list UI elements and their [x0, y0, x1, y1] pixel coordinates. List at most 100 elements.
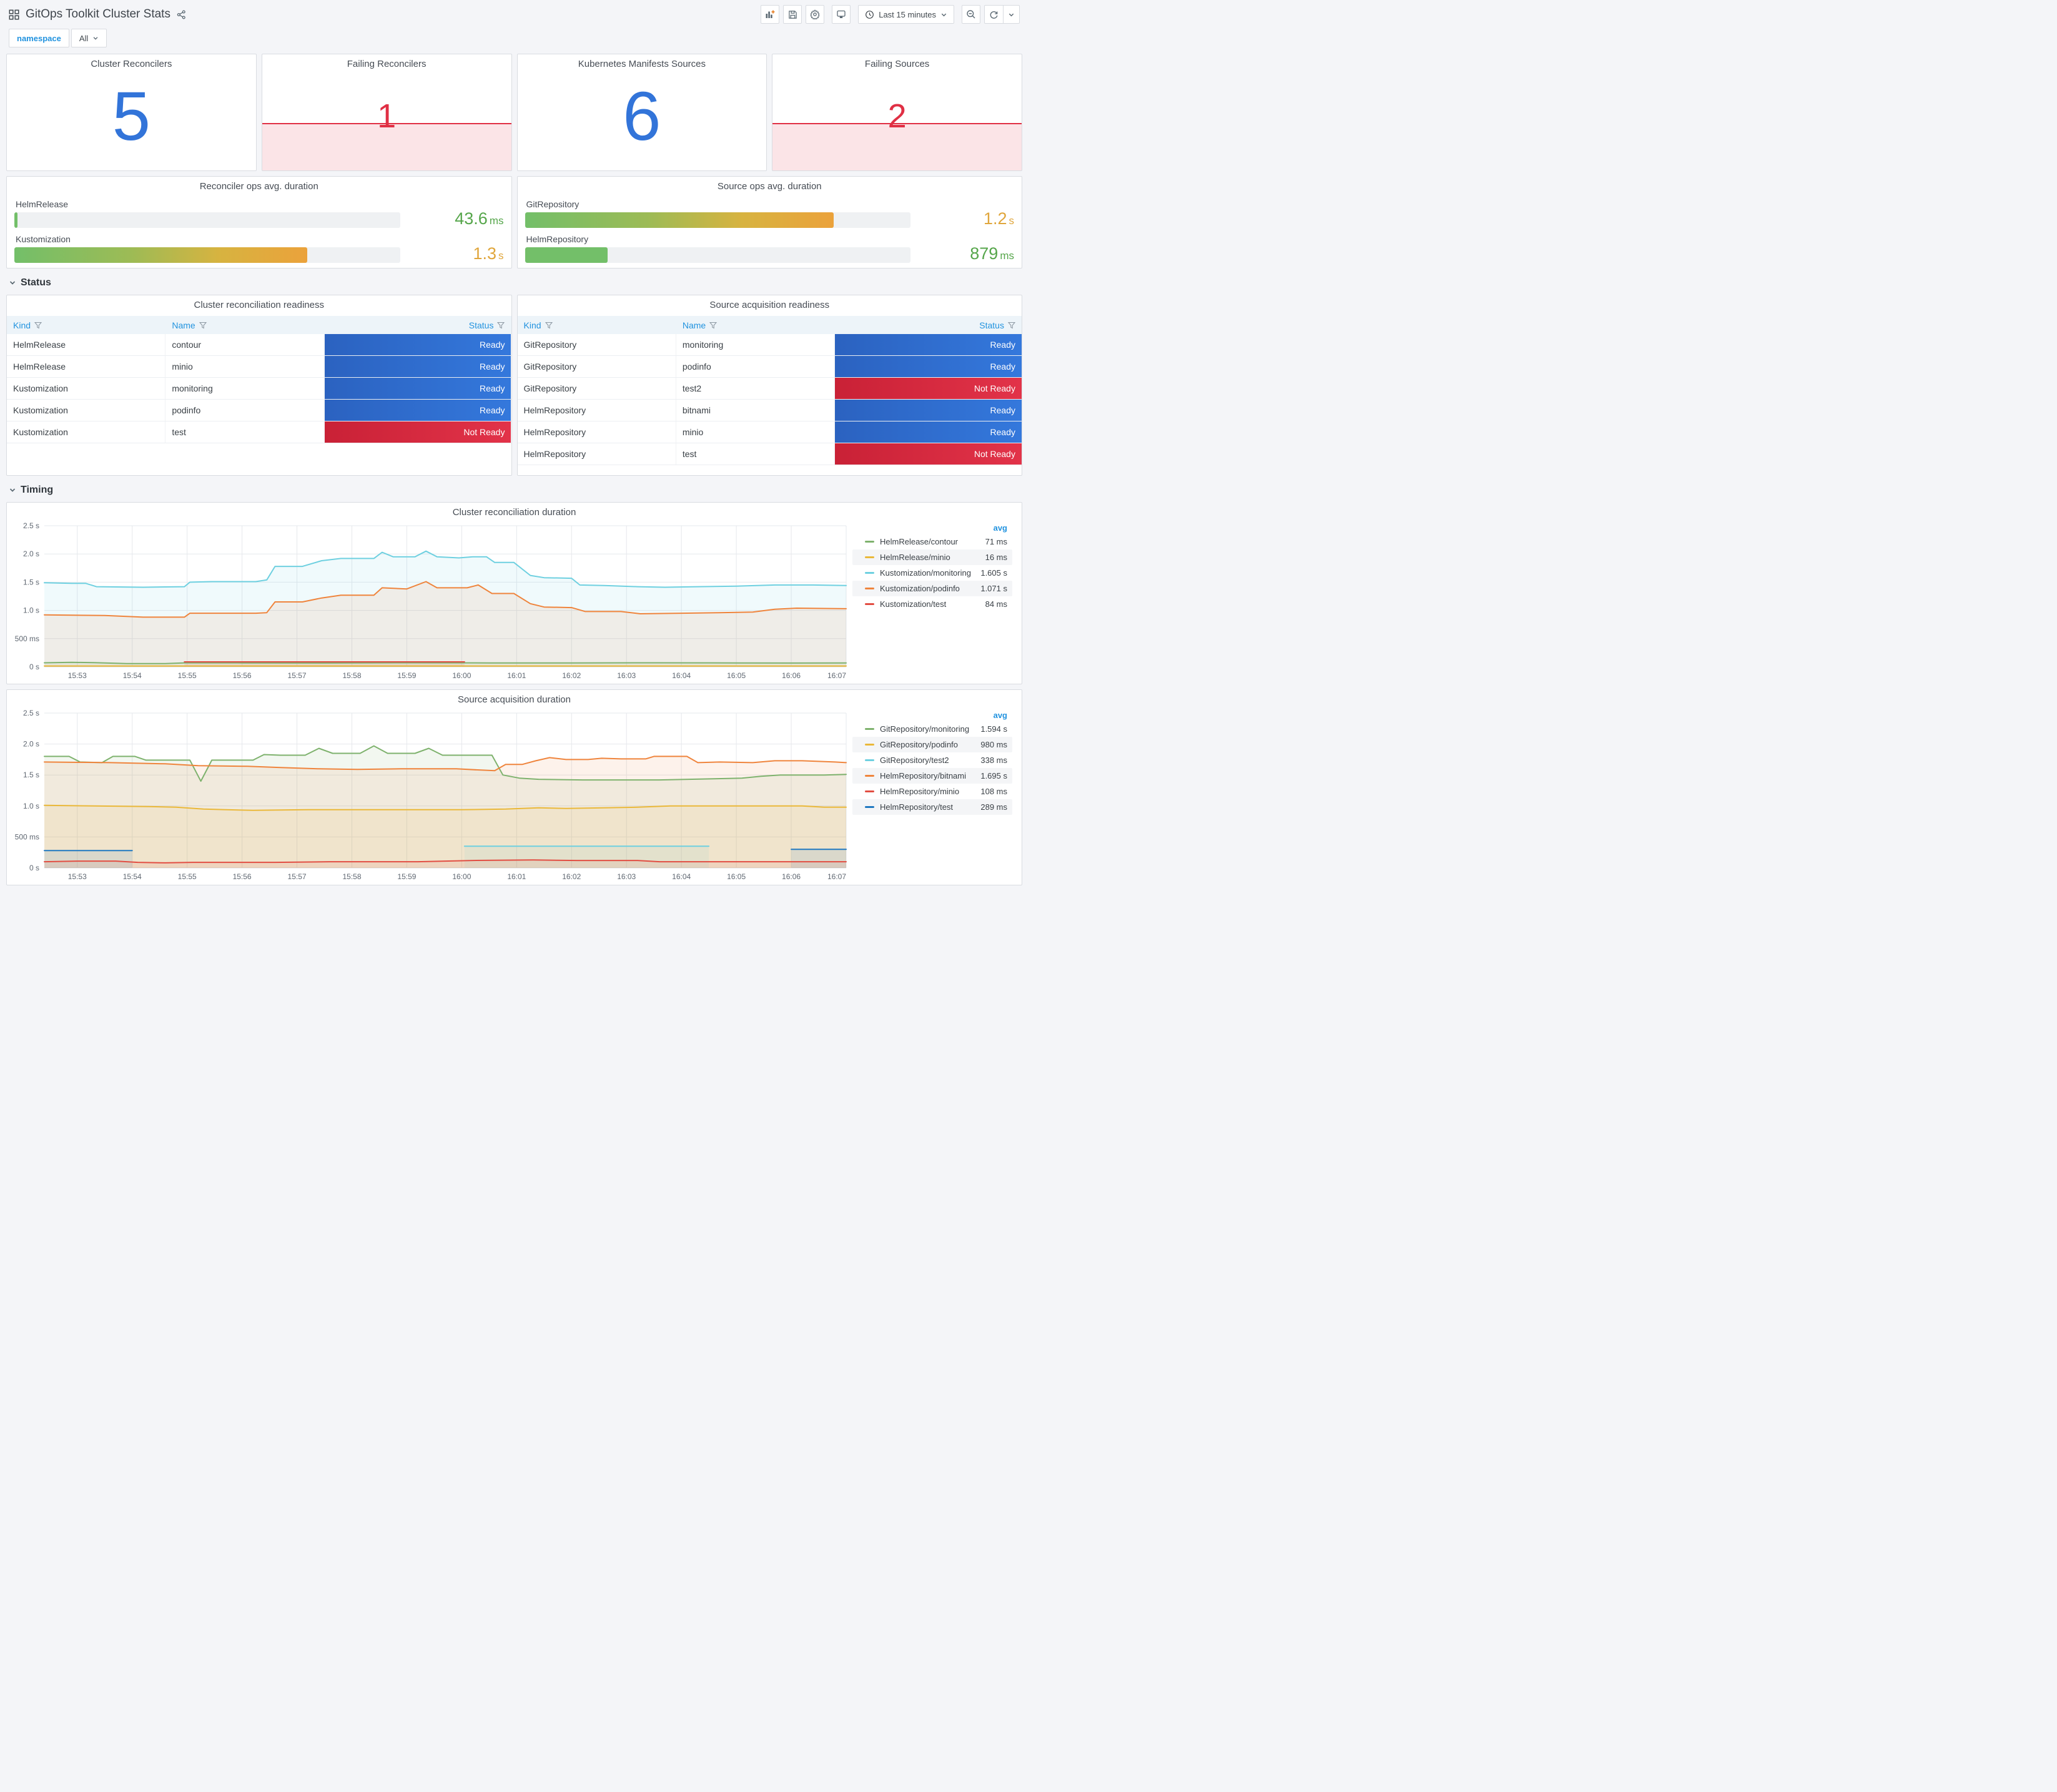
- legend-item-helmrelease-minio[interactable]: HelmRelease/minio 16 ms: [852, 549, 1012, 565]
- legend-avg-header[interactable]: avg: [993, 711, 1007, 720]
- save-dashboard-button[interactable]: [783, 5, 802, 24]
- svg-text:16:06: 16:06: [782, 671, 801, 680]
- svg-text:2.0 s: 2.0 s: [23, 740, 39, 749]
- share-icon[interactable]: [177, 9, 186, 19]
- add-panel-button[interactable]: [761, 5, 780, 24]
- variable-namespace-value-dropdown[interactable]: All: [71, 29, 107, 47]
- svg-text:16:02: 16:02: [562, 671, 581, 680]
- table-row: HelmRepository minio Ready: [517, 421, 1022, 443]
- clock-icon: [866, 10, 874, 19]
- svg-text:1.5 s: 1.5 s: [23, 578, 39, 586]
- gauge-value: 879 ms: [920, 245, 1014, 263]
- dashboard-grid-icon[interactable]: [9, 9, 19, 20]
- cell-name: test2: [676, 378, 836, 399]
- cycle-view-mode-button[interactable]: [832, 5, 851, 24]
- table-row: HelmRelease contour Ready: [7, 334, 511, 356]
- svg-text:16:04: 16:04: [672, 671, 691, 680]
- legend-item-gitrepository-test2[interactable]: GitRepository/test2 338 ms: [852, 752, 1012, 768]
- panel-title[interactable]: Source ops avg. duration: [717, 181, 822, 192]
- series-name: HelmRepository/bitnami: [880, 771, 966, 780]
- legend-item-gitrepository-monitoring[interactable]: GitRepository/monitoring 1.594 s: [852, 721, 1012, 737]
- status-badge: Not Ready: [835, 443, 1022, 465]
- status-badge: Ready: [835, 400, 1022, 421]
- series-name: GitRepository/podinfo: [880, 740, 959, 749]
- svg-text:1.5 s: 1.5 s: [23, 770, 39, 779]
- panel-cluster-reconciliation-duration: Cluster reconciliation duration 0 s 500 m…: [6, 502, 1022, 684]
- variable-namespace-label[interactable]: namespace: [9, 29, 69, 47]
- refresh-interval-dropdown[interactable]: [1003, 6, 1019, 23]
- section-row-status[interactable]: Status: [6, 273, 1022, 295]
- cell-kind: HelmRelease: [7, 356, 166, 377]
- series-color-dash: [865, 806, 874, 808]
- gauge-label-kustomization: Kustomization: [16, 234, 71, 244]
- legend-item-kustomization-monitoring[interactable]: Kustomization/monitoring 1.605 s: [852, 565, 1012, 581]
- series-color-dash: [865, 728, 874, 730]
- svg-text:15:53: 15:53: [68, 671, 87, 680]
- svg-text:16:05: 16:05: [727, 671, 746, 680]
- legend-item-gitrepository-podinfo[interactable]: GitRepository/podinfo 980 ms: [852, 737, 1012, 752]
- gauge-track: [14, 212, 400, 228]
- svg-text:2.5 s: 2.5 s: [23, 709, 39, 717]
- legend-item-kustomization-test[interactable]: Kustomization/test 84 ms: [852, 596, 1012, 612]
- panel-title[interactable]: Reconciler ops avg. duration: [199, 181, 318, 192]
- svg-text:500 ms: 500 ms: [15, 634, 39, 643]
- filter-funnel-icon[interactable]: [34, 322, 42, 329]
- dashboard-settings-button[interactable]: [806, 5, 825, 24]
- dashboard-title: GitOps Toolkit Cluster Stats: [26, 7, 170, 21]
- gauge-value-number: 43.6: [455, 209, 488, 228]
- panel-title[interactable]: Cluster reconciliation readiness: [194, 300, 324, 310]
- time-range-picker[interactable]: Last 15 minutes: [858, 5, 954, 24]
- refresh-button[interactable]: [985, 6, 1003, 23]
- svg-text:15:54: 15:54: [123, 671, 142, 680]
- panel-title[interactable]: Cluster Reconcilers: [91, 59, 172, 69]
- panel-title[interactable]: Source acquisition readiness: [709, 300, 830, 310]
- series-name: HelmRepository/test: [880, 802, 954, 812]
- status-badge: Ready: [324, 334, 511, 355]
- column-header-name[interactable]: Name: [676, 320, 835, 330]
- filter-funnel-icon[interactable]: [1007, 322, 1015, 329]
- panel-title[interactable]: Failing Sources: [864, 59, 930, 69]
- legend-item-helmrepository-minio[interactable]: HelmRepository/minio 108 ms: [852, 784, 1012, 799]
- filter-funnel-icon[interactable]: [199, 322, 207, 329]
- time-series-plot[interactable]: 0 s 500 ms 1.0 s 1.5 s 2.0 s 2.5 s 15:53 15:54 1…: [9, 521, 852, 682]
- threshold-line: [772, 122, 1022, 124]
- filter-funnel-icon[interactable]: [497, 322, 505, 329]
- svg-text:15:57: 15:57: [288, 872, 307, 881]
- svg-text:15:58: 15:58: [342, 671, 361, 680]
- panel-title[interactable]: Source acquisition duration: [458, 694, 571, 705]
- time-series-plot[interactable]: 0 s 500 ms 1.0 s 1.5 s 2.0 s 2.5 s 15:53 15:54 1…: [9, 708, 852, 883]
- cell-kind: Kustomization: [7, 421, 166, 443]
- stat-panel-failing-sources: Failing Sources 2: [772, 54, 1022, 171]
- legend-avg-header[interactable]: avg: [993, 523, 1007, 533]
- column-header-status[interactable]: Status: [325, 320, 511, 330]
- legend-item-helmrepository-test[interactable]: HelmRepository/test 289 ms: [852, 799, 1012, 815]
- status-badge: Ready: [835, 356, 1022, 377]
- cell-name: podinfo: [676, 356, 836, 377]
- gauge-value-unit: ms: [1000, 250, 1014, 262]
- zoom-out-button[interactable]: [962, 5, 980, 24]
- stat-panel-cluster-reconcilers: Cluster Reconcilers 5: [6, 54, 257, 171]
- section-row-timing[interactable]: Timing: [6, 481, 1022, 502]
- threshold-fill: [772, 122, 1022, 170]
- chart-legend: avg GitRepository/monitoring 1.594 s GitRep…: [852, 708, 1017, 885]
- table-row: Kustomization podinfo Ready: [7, 400, 511, 421]
- filter-funnel-icon[interactable]: [545, 322, 553, 329]
- column-header-kind[interactable]: Kind: [518, 320, 676, 330]
- series-color-dash: [865, 588, 874, 589]
- column-header-label: Kind: [13, 320, 31, 330]
- readiness-table: Kind Name Status GitRepository monitoring Rea…: [517, 316, 1022, 465]
- legend-item-helmrepository-bitnami[interactable]: HelmRepository/bitnami 1.695 s: [852, 768, 1012, 784]
- legend-item-kustomization-podinfo[interactable]: Kustomization/podinfo 1.071 s: [852, 581, 1012, 596]
- panel-title[interactable]: Cluster reconciliation duration: [452, 507, 576, 518]
- legend-item-helmrelease-contour[interactable]: HelmRelease/contour 71 ms: [852, 534, 1012, 549]
- column-header-name[interactable]: Name: [165, 320, 324, 330]
- column-header-status[interactable]: Status: [835, 320, 1022, 330]
- table-header-row: Kind Name Status: [7, 316, 511, 334]
- column-header-kind[interactable]: Kind: [7, 320, 165, 330]
- panel-title[interactable]: Kubernetes Manifests Sources: [578, 59, 706, 69]
- panel-title[interactable]: Failing Reconcilers: [347, 59, 427, 69]
- gauge-bar-row: 43.6 ms: [14, 209, 504, 229]
- filter-funnel-icon[interactable]: [709, 322, 718, 329]
- gauge-panel-reconciler-ops-avg-duration: Reconciler ops avg. duration HelmRelease 4…: [6, 176, 512, 268]
- readiness-table: Kind Name Status HelmRelease contour Ready Hel…: [7, 316, 511, 443]
